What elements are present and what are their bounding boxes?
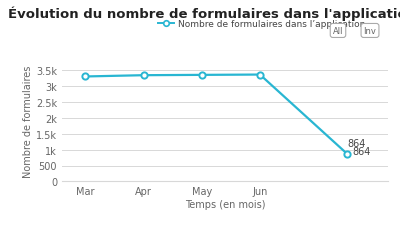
- Y-axis label: Nombre de formulaires: Nombre de formulaires: [23, 66, 33, 177]
- Text: Évolution du nombre de formulaires dans l'application: Évolution du nombre de formulaires dans …: [8, 7, 400, 21]
- Text: 864: 864: [353, 146, 371, 156]
- Text: All: All: [333, 27, 343, 36]
- Legend: Nombre de formulaires dans l’application: Nombre de formulaires dans l’application: [158, 20, 365, 29]
- X-axis label: Temps (en mois): Temps (en mois): [185, 199, 265, 209]
- Text: Inv: Inv: [364, 27, 376, 36]
- Text: 864: 864: [347, 139, 366, 149]
